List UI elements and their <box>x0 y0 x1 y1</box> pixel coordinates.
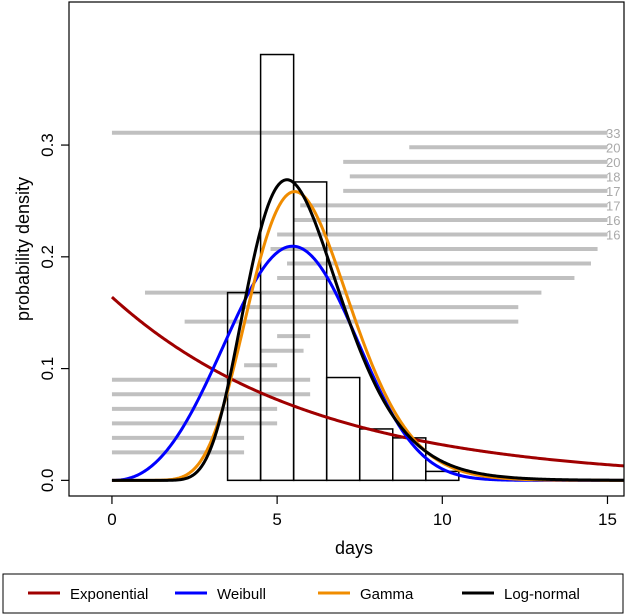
legend-label-log-normal: Log-normal <box>504 586 580 603</box>
x-tick-label: 0 <box>107 510 116 529</box>
x-tick-label: 15 <box>598 510 617 529</box>
y-tick-label: 0.1 <box>38 357 57 381</box>
legend: Exponential Weibull Gamma Log-normal <box>28 586 580 603</box>
histogram-bar <box>292 181 328 482</box>
legend-label-exponential: Exponential <box>70 586 148 603</box>
y-axis: 0.0 0.1 0.2 0.3 <box>38 133 69 492</box>
x-tick-label: 5 <box>272 510 281 529</box>
curve-log-normal <box>111 178 624 482</box>
y-tick-label: 0.0 <box>38 469 57 493</box>
y-tick-label: 0.2 <box>38 245 57 269</box>
legend-label-weibull: Weibull <box>217 586 266 603</box>
y-tick-label: 0.3 <box>38 133 57 157</box>
interval-count-label: 18 <box>606 169 620 184</box>
legend-box <box>2 573 624 614</box>
x-tick-label: 10 <box>433 510 452 529</box>
curve-weibull <box>111 244 624 482</box>
x-axis-title: days <box>335 538 373 558</box>
x-axis: 0 5 10 15 <box>107 496 617 529</box>
interval-count-label: 33 <box>606 126 620 141</box>
plot-frame <box>68 1 625 497</box>
interval-count-label: 17 <box>606 184 620 199</box>
interval-count-label: 16 <box>606 213 620 228</box>
interval-count-label: 17 <box>606 198 620 213</box>
legend-label-gamma: Gamma <box>360 586 414 603</box>
curve-exponential <box>110 295 624 468</box>
histogram-bar <box>325 376 361 482</box>
y-axis-title: probability density <box>13 177 33 321</box>
interval-count-label: 16 <box>606 227 620 242</box>
interval-count-label: 20 <box>606 155 620 170</box>
histogram-bar <box>358 428 394 482</box>
fitted-curves <box>110 178 624 482</box>
histogram-bar <box>392 437 427 482</box>
interval-count-label: 20 <box>606 140 620 155</box>
